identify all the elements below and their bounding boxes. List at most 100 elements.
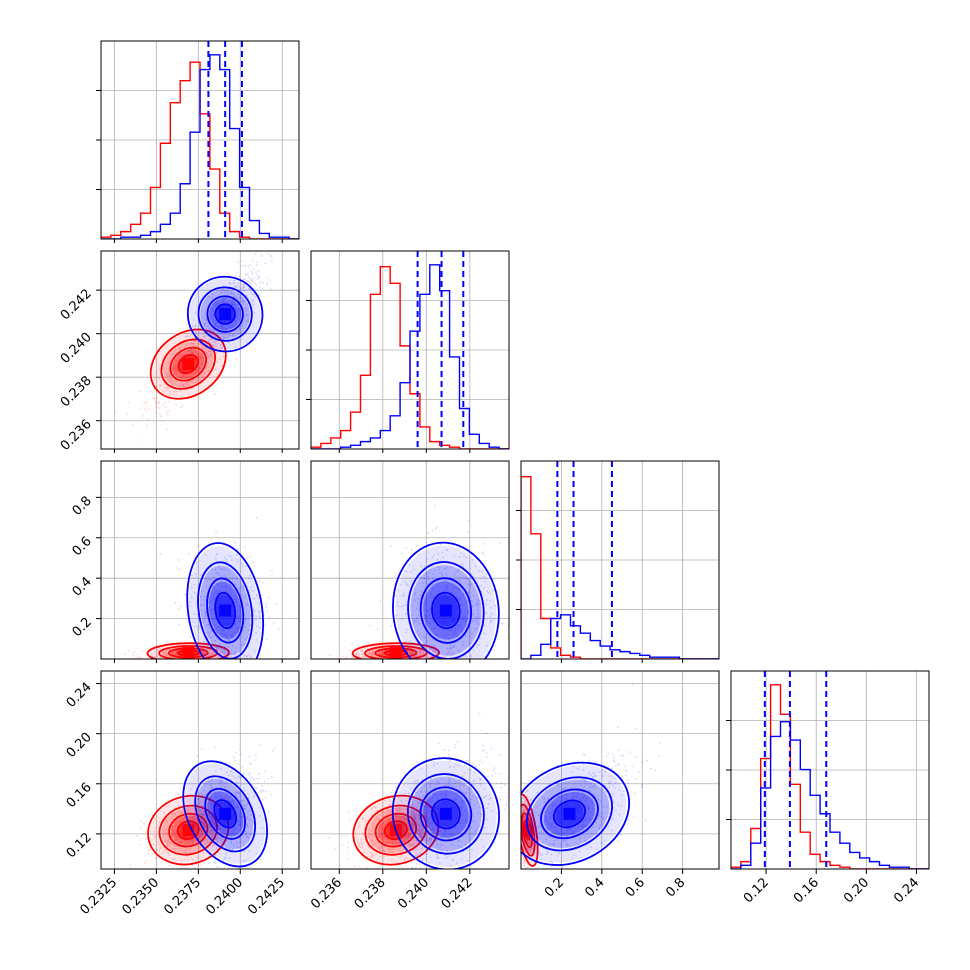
x-tick-label: 0.236 — [308, 875, 345, 912]
x-tick-label: 0.2425 — [245, 875, 288, 918]
x-tick-label: 0.2325 — [77, 875, 120, 918]
contour-blue — [391, 757, 500, 869]
contour-red — [168, 812, 209, 848]
histogram-panel-1 — [306, 250, 510, 450]
y-tick-label: 0.242 — [58, 286, 95, 323]
y-tick-label: 0.8 — [70, 494, 95, 519]
x-tick-label: 0.2400 — [203, 875, 246, 918]
contour-red — [364, 645, 428, 659]
panel-frame — [310, 250, 510, 450]
contour-blue — [182, 760, 268, 868]
density-peak-blue — [219, 604, 232, 617]
density-peak-red — [389, 646, 402, 659]
x-tick-label: 0.2350 — [119, 875, 162, 918]
scatter-panel-3-1 — [310, 670, 510, 870]
panel-frame — [520, 670, 720, 870]
x-tick-label: 0.242 — [439, 875, 476, 912]
histogram-blue — [311, 264, 509, 449]
x-tick-label: 0.8 — [663, 875, 688, 900]
x-tick-label: 0.24 — [891, 875, 922, 906]
contour-blue — [186, 275, 264, 353]
x-tick-label: 0.20 — [841, 875, 872, 906]
contour-blue — [214, 303, 236, 325]
contour-blue — [552, 799, 587, 829]
sample-points-blue — [367, 504, 509, 659]
histogram-panel-0 — [96, 40, 300, 240]
density-peak-blue — [563, 807, 576, 820]
contour-blue — [214, 591, 237, 630]
density-peak-red — [182, 358, 195, 371]
scatter-panel-2-1 — [310, 460, 510, 660]
histogram-blue — [731, 720, 929, 869]
panel-frame — [520, 460, 720, 660]
x-tick-label: 0.240 — [395, 875, 432, 912]
x-tick-label: 0.238 — [352, 875, 389, 912]
y-tick-label: 0.238 — [58, 373, 95, 410]
contour-red — [521, 803, 536, 857]
histogram-red — [101, 61, 299, 239]
histogram-red — [521, 476, 719, 659]
panel-frame — [730, 670, 930, 870]
contour-blue — [419, 786, 473, 842]
density-peak-blue — [439, 807, 452, 820]
x-tick-label: 0.2 — [542, 875, 567, 900]
scatter-panel-3-0 — [100, 670, 300, 870]
contour-blue — [197, 286, 253, 342]
contour-blue — [419, 577, 473, 644]
contour-red — [176, 820, 200, 841]
contour-blue — [407, 773, 485, 855]
contour-blue — [213, 799, 238, 829]
y-tick-label: 0.12 — [64, 830, 95, 861]
contour-blue — [431, 798, 461, 830]
contour-blue — [194, 775, 256, 853]
y-tick-label: 0.240 — [58, 330, 95, 367]
contour-red — [351, 642, 440, 659]
density-peak-blue — [439, 604, 452, 617]
panel-frame — [100, 40, 300, 240]
panel-frame — [100, 460, 300, 660]
contour-red — [158, 804, 218, 856]
x-tick-label: 0.2375 — [161, 875, 204, 918]
contour-blue — [431, 591, 461, 630]
histogram-red — [731, 684, 929, 869]
density-peak-red — [182, 646, 195, 659]
scatter-panel-1-0 — [100, 250, 300, 450]
panel-frame — [100, 250, 300, 450]
contour-red — [160, 338, 216, 390]
contour-red — [169, 346, 208, 382]
histogram-panel-3 — [726, 670, 930, 870]
contour-red — [177, 354, 199, 375]
contour-blue — [525, 776, 614, 852]
x-tick-label: 0.16 — [791, 875, 822, 906]
y-tick-label: 0.236 — [58, 417, 95, 454]
density-peak-blue — [219, 308, 232, 321]
contour-blue — [206, 295, 244, 333]
contour-red — [374, 812, 418, 848]
density-peak-blue — [219, 807, 232, 820]
histogram-panel-2 — [516, 460, 720, 660]
contour-blue — [206, 577, 245, 644]
sample-points-red — [129, 780, 281, 869]
y-tick-label: 0.6 — [70, 534, 95, 559]
panel-frame — [100, 670, 300, 870]
scatter-panel-3-2 — [520, 670, 720, 870]
x-tick-label: 0.4 — [582, 875, 607, 900]
contour-blue — [540, 788, 599, 840]
panel-frame — [310, 670, 510, 870]
contour-blue — [392, 541, 500, 659]
y-tick-label: 0.16 — [64, 780, 95, 811]
y-tick-label: 0.20 — [64, 730, 95, 761]
scatter-panel-2-0 — [100, 460, 300, 660]
contour-red — [364, 804, 428, 856]
y-tick-label: 0.24 — [64, 680, 95, 711]
contour-blue — [204, 787, 247, 840]
y-tick-label: 0.4 — [70, 574, 95, 599]
contour-red — [146, 642, 230, 659]
contour-blue — [521, 761, 631, 866]
histogram-red — [311, 266, 509, 449]
panel-frame — [310, 460, 510, 660]
y-tick-label: 0.2 — [70, 615, 95, 640]
contour-blue — [186, 542, 265, 659]
histogram-blue — [101, 54, 299, 239]
